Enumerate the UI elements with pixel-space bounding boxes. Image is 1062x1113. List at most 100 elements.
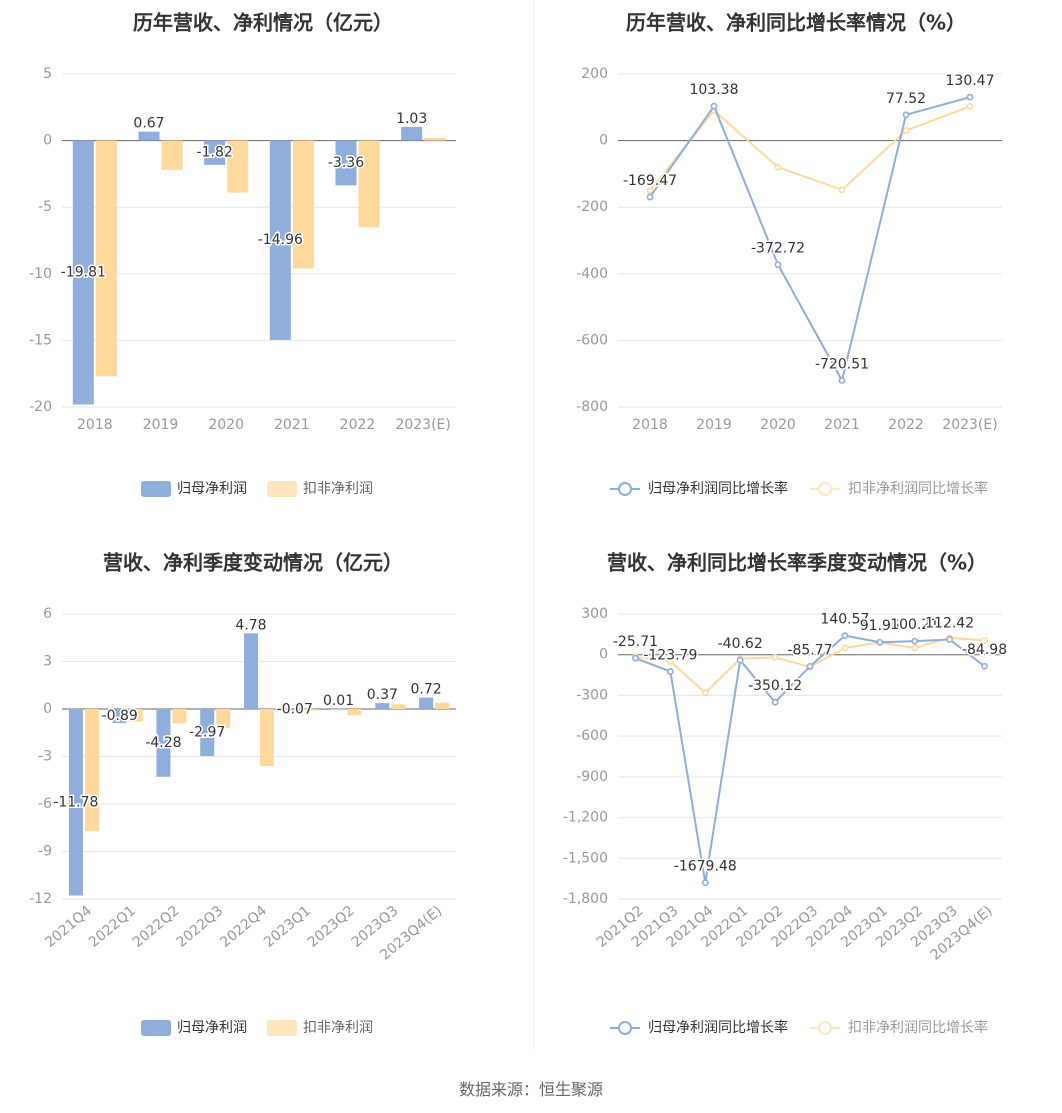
point-deducted-profit-growth <box>771 654 779 661</box>
bar-net-profit <box>68 709 83 896</box>
y-tick-label: -1,200 <box>563 810 608 826</box>
point-net-profit-growth <box>981 662 988 670</box>
point-deducted-profit-growth <box>841 644 849 652</box>
point-net-profit-growth <box>710 102 718 110</box>
data-label: -169.47 <box>623 173 677 189</box>
bar-deducted-profit <box>391 704 406 709</box>
y-tick-label: 200 <box>581 66 608 82</box>
bar-net-profit <box>156 709 171 777</box>
data-label: 112.42 <box>925 615 974 631</box>
legend-label: 归母净利润同比增长率 <box>648 1019 788 1036</box>
data-label: 91.95 <box>860 618 900 634</box>
y-tick-label: -400 <box>576 266 608 282</box>
bar-net-profit <box>287 709 302 711</box>
point-deducted-profit-growth <box>701 689 709 697</box>
y-tick-label: -3 <box>38 749 52 765</box>
bar-net-profit <box>243 633 258 709</box>
quarterly-profit-bar-chart: 营收、净利季度变动情况（亿元）630-3-6-9-122021Q42022Q12… <box>29 551 456 1036</box>
data-label: 100.21 <box>890 617 939 633</box>
bar-net-profit <box>138 131 160 141</box>
bar-net-profit <box>72 140 94 405</box>
point-net-profit-growth <box>771 698 779 706</box>
x-tick-label: 2021 <box>824 417 860 433</box>
data-label: -85.77 <box>787 642 832 658</box>
point-net-profit-growth <box>911 637 919 645</box>
x-tick-label: 2023Q1 <box>261 903 314 951</box>
legend-marker-net-profit-growth <box>618 1021 632 1035</box>
data-label: -14.96 <box>258 232 303 248</box>
point-net-profit-growth <box>774 261 782 269</box>
quarterly-growth-line-chart: 营收、净利同比增长率季度变动情况（%） 300 0 -300 -600 -900 -1,20… <box>563 551 1009 1037</box>
x-tick-label: 2023Q2 <box>305 903 358 951</box>
y-tick-label: 0 <box>599 133 608 149</box>
bar-net-profit <box>269 140 291 340</box>
point-deducted-profit-growth <box>774 163 782 171</box>
legend-label: 归母净利润同比增长率 <box>648 480 788 497</box>
point-deducted-profit-growth <box>666 658 674 665</box>
chart-title: 历年营收、净利同比增长率情况（%） <box>626 11 966 35</box>
legend-label: 扣非净利润同比增长率 <box>848 1019 988 1036</box>
x-tick-label: 2019 <box>696 417 732 433</box>
x-tick-label: 2022Q1 <box>86 903 139 951</box>
bar-deducted-profit <box>424 137 446 141</box>
point-net-profit-growth <box>841 632 849 640</box>
x-tick-label: 2023(E) <box>942 417 997 433</box>
point-net-profit-growth <box>646 193 654 201</box>
data-label: 0.01 <box>323 693 354 709</box>
x-tick-label: 2022Q4 <box>217 903 270 951</box>
legend-label: 归母净利润 <box>177 480 247 497</box>
point-net-profit-growth <box>666 668 674 675</box>
point-net-profit-growth <box>876 638 884 646</box>
point-deducted-profit-growth <box>911 644 919 652</box>
chart-title: 历年营收、净利情况（亿元） <box>133 11 393 35</box>
y-tick-label: -1,800 <box>563 891 608 907</box>
data-label: 0.72 <box>411 682 442 698</box>
x-tick-label: 2021 <box>274 417 310 433</box>
legend-label: 扣非净利润同比增长率 <box>848 480 988 497</box>
bar-net-profit <box>401 126 423 141</box>
y-tick-label: -15 <box>29 332 52 348</box>
data-label: -25.71 <box>613 634 658 650</box>
x-tick-label: 2019 <box>143 417 179 433</box>
legend-swatch-net-profit <box>141 1020 171 1036</box>
bar-net-profit <box>204 140 226 165</box>
point-net-profit-growth <box>701 879 709 887</box>
bar-net-profit <box>375 703 390 709</box>
bar-deducted-profit <box>303 709 318 711</box>
point-deducted-profit-growth <box>902 127 910 135</box>
legend-label: 扣非净利润 <box>303 481 373 497</box>
legend-swatch-deducted-profit <box>267 481 297 497</box>
legend-swatch-net-profit <box>141 481 171 497</box>
bar-deducted-profit <box>84 709 99 831</box>
bar-deducted-profit <box>347 709 362 716</box>
point-net-profit-growth <box>632 654 639 662</box>
data-label: -11.78 <box>53 794 98 810</box>
data-label: -0.89 <box>102 708 138 724</box>
bar-net-profit <box>335 140 357 186</box>
y-tick-label: 6 <box>43 606 52 622</box>
data-label: -1679.48 <box>674 859 737 875</box>
line-net-profit-growth <box>635 634 986 883</box>
bar-deducted-profit <box>172 709 187 724</box>
data-label: -84.98 <box>962 642 1007 658</box>
y-tick-label: -12 <box>29 891 52 907</box>
data-label: -40.62 <box>718 636 763 652</box>
bar-deducted-profit <box>95 140 117 377</box>
line-net-profit-growth <box>649 96 971 384</box>
chart-title: 营收、净利同比增长率季度变动情况（%） <box>607 551 987 575</box>
data-label: -350.12 <box>748 678 802 694</box>
annual-growth-line-chart: 历年营收、净利同比增长率情况（%） 200 0 -200 -400 -600 -800 201… <box>576 11 1002 497</box>
bar-net-profit <box>419 697 434 709</box>
y-tick-label: -10 <box>29 266 52 282</box>
y-tick-label: -600 <box>576 332 608 348</box>
x-tick-label: 2022Q2 <box>130 903 183 951</box>
point-net-profit-growth <box>736 656 744 664</box>
y-tick-label: 0 <box>599 647 608 663</box>
y-tick-label: -6 <box>38 796 52 812</box>
legend-marker-deducted-profit-growth <box>818 482 832 496</box>
bar-deducted-profit <box>227 140 249 193</box>
legend-marker-net-profit-growth <box>618 482 632 496</box>
x-tick-label: 2018 <box>632 417 668 433</box>
legend-marker-deducted-profit-growth <box>818 1021 832 1035</box>
